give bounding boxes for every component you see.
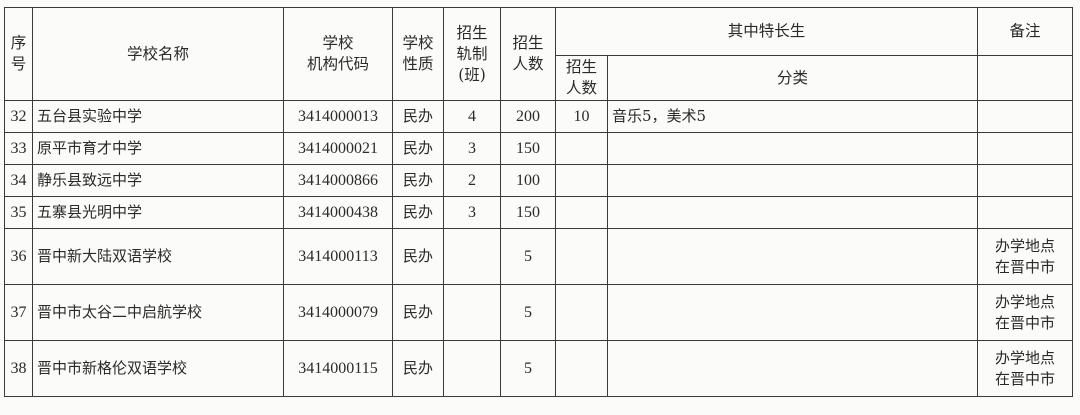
classes-cell: 3 xyxy=(443,132,501,165)
school-name-cell: 晋中新大陆双语学校 xyxy=(32,228,284,285)
school-name-cell: 五台县实验中学 xyxy=(32,100,284,133)
school-name-cell: 静乐县致远中学 xyxy=(32,164,284,197)
school-nature-cell: 民办 xyxy=(392,164,444,197)
remarks-line: 办学地点 xyxy=(995,292,1056,311)
special-count-cell xyxy=(555,196,608,229)
seq-cell: 32 xyxy=(4,100,33,133)
special-category-cell xyxy=(606,196,979,229)
seq-cell: 35 xyxy=(4,196,33,229)
header-school-nature: 学校 性质 xyxy=(392,7,444,101)
seq-cell: 37 xyxy=(4,284,33,341)
special-count-cell xyxy=(555,340,608,397)
table-row: 37 晋中市太谷二中启航学校 3414000079 民办 5 办学地点在晋中市 xyxy=(4,284,1074,341)
special-count-cell xyxy=(555,164,608,197)
header-remarks: 备注 xyxy=(977,7,1074,56)
classes-cell: 2 xyxy=(443,164,501,197)
remarks-line: 在晋中市 xyxy=(995,257,1056,276)
special-category-cell xyxy=(606,164,979,197)
seq-cell: 38 xyxy=(4,340,33,397)
enrollment-cell: 150 xyxy=(500,132,556,165)
header-enrollment: 招生 人数 xyxy=(500,7,556,101)
enrollment-cell: 5 xyxy=(500,284,556,341)
special-count-cell: 10 xyxy=(555,100,608,133)
school-code-cell: 3414000438 xyxy=(283,196,393,229)
table-row: 35 五寨县光明中学 3414000438 民办 3 150 xyxy=(4,196,1074,229)
table-row: 32 五台县实验中学 3414000013 民办 4 200 10 音乐5，美术5 xyxy=(4,100,1074,133)
enrollment-cell: 200 xyxy=(500,100,556,133)
special-category-cell xyxy=(606,340,979,397)
remarks-line: 在晋中市 xyxy=(995,313,1056,332)
school-code-cell: 3414000113 xyxy=(283,228,393,285)
special-category-cell xyxy=(606,228,979,285)
table-row: 38 晋中市新格伦双语学校 3414000115 民办 5 办学地点在晋中市 xyxy=(4,340,1074,397)
enrollment-cell: 150 xyxy=(500,196,556,229)
header-special-group: 其中特长生 xyxy=(554,7,979,56)
header-seq: 序号 xyxy=(4,7,33,101)
subheader-row: 招生 人数 分类 xyxy=(5,55,1074,101)
school-nature-cell: 民办 xyxy=(392,340,444,397)
header-row: 序号 学校名称 学校 机构代码 学校 性质 招生 轨制 (班) 招生 人数 其中特长生 备… xyxy=(4,7,1074,101)
header-remarks-blank xyxy=(977,55,1074,101)
enrollment-cell: 100 xyxy=(500,164,556,197)
school-name-cell: 五寨县光明中学 xyxy=(32,196,284,229)
school-nature-cell: 民办 xyxy=(392,228,444,285)
header-special-category: 分类 xyxy=(606,55,979,101)
school-code-cell: 3414000021 xyxy=(283,132,393,165)
header-school-code: 学校 机构代码 xyxy=(283,7,393,101)
remarks-cell: 办学地点 在晋中市 xyxy=(977,340,1074,397)
school-nature-cell: 民办 xyxy=(392,100,444,133)
special-count-cell xyxy=(555,284,608,341)
header-school-name: 学校名称 xyxy=(32,7,284,101)
seq-cell: 34 xyxy=(4,164,33,197)
school-name-cell: 晋中市太谷二中启航学校 xyxy=(32,284,284,341)
enrollment-cell: 5 xyxy=(500,340,556,397)
remarks-line: 在晋中市 xyxy=(995,369,1056,388)
remarks-line: 办学地点 xyxy=(995,348,1056,367)
remarks-cell xyxy=(977,132,1074,165)
remarks-cell xyxy=(977,196,1074,229)
remarks-line: 办学地点 xyxy=(995,236,1056,255)
table-row: 33 原平市育才中学 3414000021 民办 3 150 xyxy=(4,132,1074,165)
enrollment-table: 序号 学校名称 学校 机构代码 学校 性质 招生 轨制 (班) 招生 人数 其中特长生 备… xyxy=(4,7,1074,397)
header-classes: 招生 轨制 (班) xyxy=(443,7,501,101)
school-name-cell: 原平市育才中学 xyxy=(32,132,284,165)
special-category-cell xyxy=(606,284,979,341)
enrollment-cell: 5 xyxy=(500,228,556,285)
classes-cell xyxy=(443,228,501,285)
school-code-cell: 3414000013 xyxy=(283,100,393,133)
remarks-cell: 办学地点 在晋中市 xyxy=(977,284,1074,341)
school-code-cell: 3414000866 xyxy=(283,164,393,197)
special-category-cell: 音乐5，美术5 xyxy=(606,100,979,133)
classes-cell xyxy=(443,284,501,341)
school-code-cell: 3414000115 xyxy=(283,340,393,397)
school-nature-cell: 民办 xyxy=(392,284,444,341)
header-special-count: 招生 人数 xyxy=(555,55,608,101)
seq-cell: 36 xyxy=(4,228,33,285)
seq-cell: 33 xyxy=(4,132,33,165)
school-nature-cell: 民办 xyxy=(392,132,444,165)
special-count-cell xyxy=(555,132,608,165)
special-count-cell xyxy=(555,228,608,285)
remarks-cell xyxy=(977,164,1074,197)
classes-cell: 4 xyxy=(443,100,501,133)
school-code-cell: 3414000079 xyxy=(283,284,393,341)
classes-cell: 3 xyxy=(443,196,501,229)
classes-cell xyxy=(443,340,501,397)
remarks-cell: 办学地点 在晋中市 xyxy=(977,228,1074,285)
table-row: 34 静乐县致远中学 3414000866 民办 2 100 xyxy=(4,164,1074,197)
school-name-cell: 晋中市新格伦双语学校 xyxy=(32,340,284,397)
remarks-cell xyxy=(977,100,1074,133)
school-nature-cell: 民办 xyxy=(392,196,444,229)
table-row: 36 晋中新大陆双语学校 3414000113 民办 5 办学地点在晋中市 xyxy=(4,228,1074,285)
special-category-cell xyxy=(606,132,979,165)
